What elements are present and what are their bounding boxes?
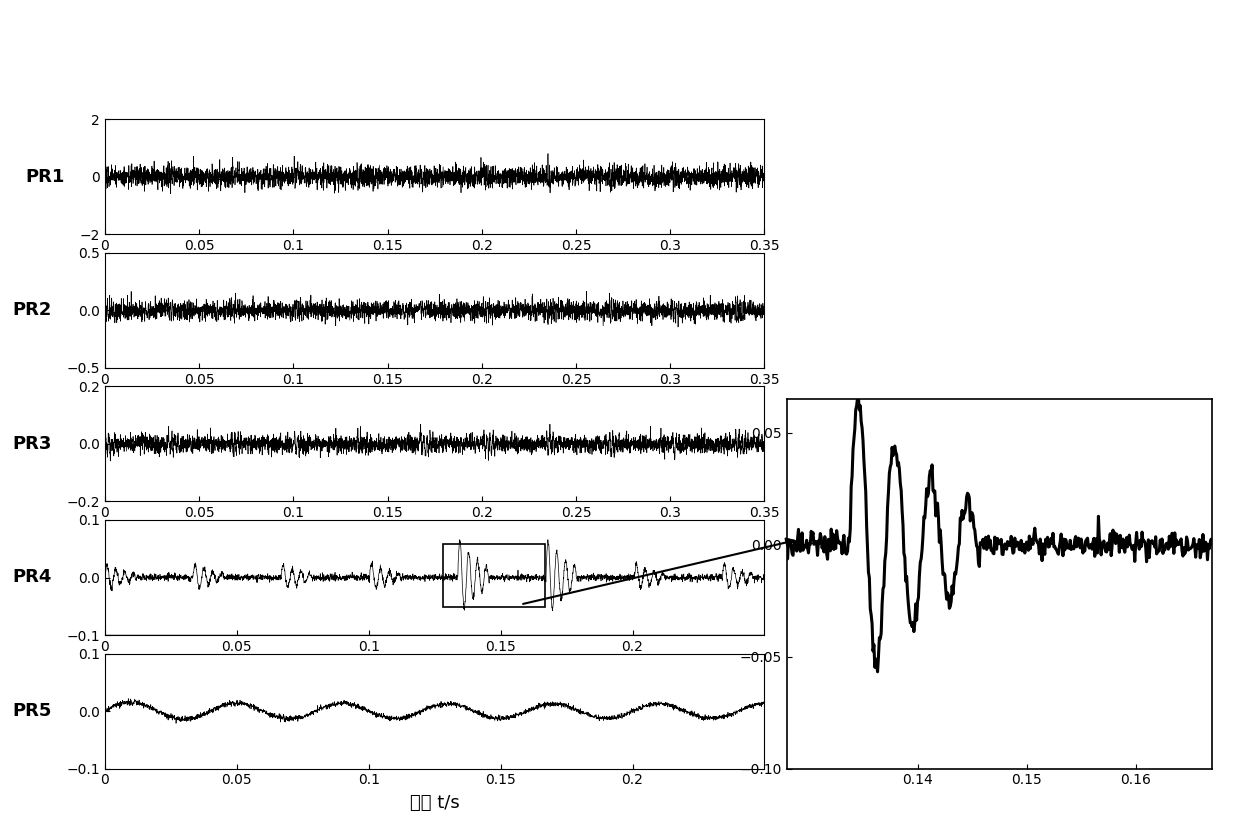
Y-axis label: PR5: PR5: [12, 702, 52, 720]
Y-axis label: PR3: PR3: [12, 435, 52, 453]
Bar: [443, 544, 545, 607]
Y-axis label: PR4: PR4: [12, 569, 52, 586]
Y-axis label: PR1: PR1: [25, 168, 64, 186]
Y-axis label: PR2: PR2: [12, 302, 52, 319]
X-axis label: 时间 t/s: 时间 t/s: [409, 795, 460, 812]
